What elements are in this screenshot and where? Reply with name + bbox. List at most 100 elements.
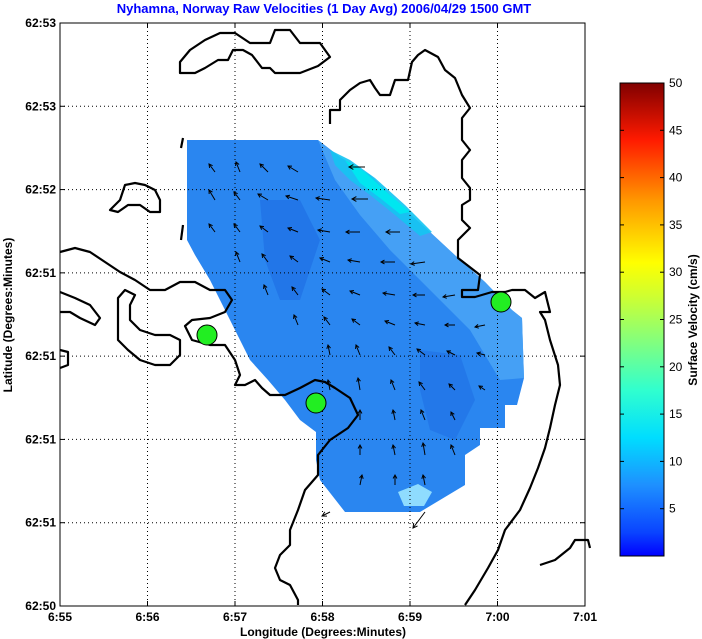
coastline-west-inlet [59,290,102,327]
velocity-vector [355,344,361,356]
coastline-south-tail [539,538,592,567]
velocity-vector [327,344,331,356]
velocity-vector-head [289,255,295,260]
velocity-vector-head [314,196,320,201]
y-tick-label: 62:50 [25,599,56,613]
coastline-west-dash [179,224,185,241]
velocity-vector [349,290,361,296]
velocity-vector-head [235,161,240,167]
y-axis: 62:50 62:51 62:51 62:51 62:51 62:52 62:53 62:53 [25,16,585,613]
radar-site-marker [490,291,512,313]
velocity-vector-head [208,189,213,195]
coastline-west-peninsula [116,288,182,367]
y-tick-label: 62:51 [25,516,56,530]
velocity-vector [384,320,396,326]
colorbar-tick-label: 15 [669,407,683,421]
velocity-vector [317,229,331,233]
velocity-vector-head [285,194,291,200]
y-tick-label: 62:51 [25,432,56,446]
velocity-vector-head [409,261,415,266]
velocity-vector [259,225,269,233]
velocity-field-dark-patch-2 [420,350,475,440]
velocity-vector-head [384,320,390,325]
velocity-vector-head [443,322,449,328]
velocity-vector [261,253,269,263]
velocity-vector-head [418,381,423,387]
velocity-vector-head [384,229,391,235]
velocity-field-fast-south [398,484,432,506]
y-tick-label: 62:52 [25,183,56,197]
velocity-vector-head [321,511,328,517]
velocity-vector-head [257,193,263,198]
velocity-vector-head [421,441,426,447]
velocity-vector [414,322,426,326]
velocity-vector-head [326,343,331,349]
coastline-north-dash [179,137,185,149]
velocity-vector-head [293,314,298,320]
y-tick-label: 62:53 [25,16,56,30]
coastline-northwest-islet [108,181,162,214]
velocity-vector-head [392,473,398,479]
velocity-vector [450,411,456,421]
colorbar-tick-label: 35 [669,218,683,232]
velocity-vector-head [356,376,361,382]
velocity-vector-head [478,385,484,390]
velocity-vector [412,511,426,529]
velocity-vector [450,444,456,456]
velocity-vector-head [448,383,453,388]
velocity-vector [392,409,396,421]
velocity-vector [392,444,396,456]
velocity-vector [235,251,241,263]
velocity-vector-head [411,292,417,298]
velocity-vector [319,257,331,263]
colorbar-label: Surface Velocity (cm/s) [686,254,700,385]
velocity-vector-head [391,408,396,414]
velocity-field-fast-core [345,160,410,214]
colorbar-ticks: 5 10 15 20 25 30 35 40 45 50 [620,76,683,516]
chart-title: Nyhamna, Norway Raw Velocities (1 Day Av… [117,1,532,16]
velocity-vector-head [379,259,385,265]
velocity-vector [289,255,299,263]
x-tick-label: 7:00 [485,610,509,624]
y-tick-label: 62:53 [25,99,56,113]
velocity-vector [285,195,299,201]
velocity-vector [474,324,486,328]
velocity-vector [293,314,299,326]
x-axis-label: Longitude (Degrees:Minutes) [240,625,406,639]
velocity-vector [420,409,426,421]
velocity-vector-head [416,348,422,353]
velocity-vector [208,223,216,233]
radar-sites [196,291,512,414]
velocity-vector [347,259,361,263]
velocity-vector [476,352,486,356]
coastline [59,28,592,606]
velocity-vector [315,197,331,201]
velocity-vector [388,346,396,356]
velocity-vector-head [420,409,425,415]
y-tick-label: 62:51 [25,349,56,363]
colorbar-tick-label: 40 [669,171,683,185]
colorbar-tick-label: 30 [669,265,683,279]
velocity-vector-head [381,291,387,296]
velocity-vector [257,193,269,201]
velocity-vector-head [351,318,357,323]
velocity-vector [235,161,241,173]
colorbar-tick-label: 20 [669,360,683,374]
velocity-vector-head [263,284,268,290]
velocity-vector [233,223,241,233]
velocity-vector [323,316,331,326]
velocity-vector-head [346,258,352,263]
velocity-vector [416,348,426,356]
velocity-vector-head [208,163,213,169]
y-axis-label: Latitude (Degrees:Minutes) [1,238,15,393]
velocity-vector-head [326,378,331,384]
velocity-vector [208,189,216,201]
coastline-west-island [59,246,360,605]
coastline-north [178,28,332,75]
velocity-vector [359,474,363,486]
velocity-vector [442,294,456,298]
velocity-vector-head [291,286,296,292]
velocity-vector-head [413,321,419,326]
colorbar-tick-label: 45 [669,123,683,137]
